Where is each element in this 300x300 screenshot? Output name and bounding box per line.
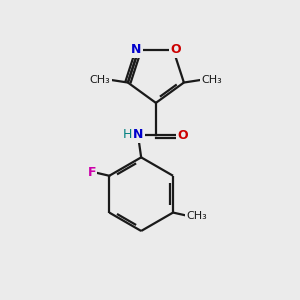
- Text: CH₃: CH₃: [186, 211, 207, 220]
- Text: F: F: [87, 166, 96, 179]
- Text: N: N: [131, 43, 141, 56]
- Text: N: N: [133, 128, 143, 141]
- Text: O: O: [177, 129, 188, 142]
- Text: CH₃: CH₃: [89, 75, 110, 85]
- Text: O: O: [170, 43, 181, 56]
- Text: CH₃: CH₃: [202, 75, 222, 85]
- Text: H: H: [123, 128, 132, 141]
